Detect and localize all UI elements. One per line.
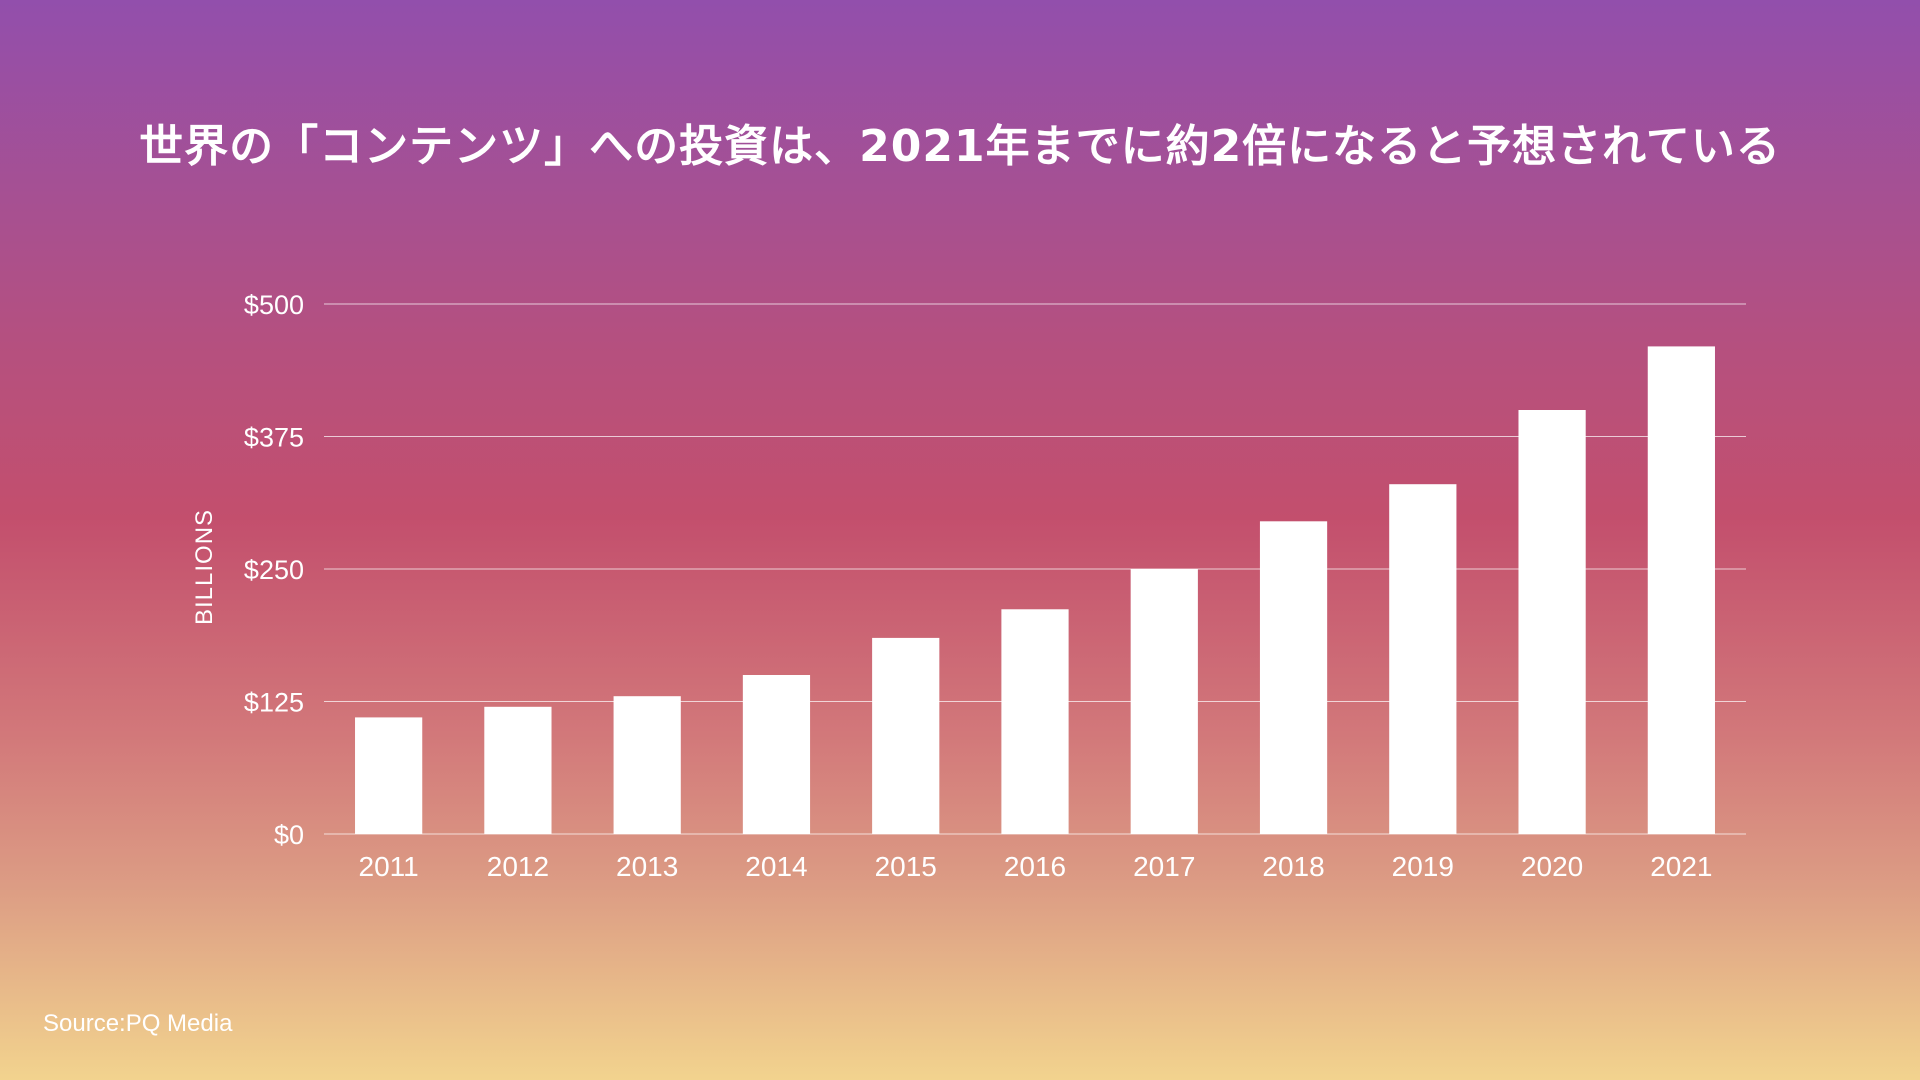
x-tick-label: 2014	[745, 851, 807, 882]
y-tick-label: $0	[274, 820, 304, 850]
bar-2015	[872, 637, 940, 834]
bar-2016	[1001, 609, 1069, 834]
y-tick-label: $375	[244, 423, 304, 453]
x-tick-label: 2021	[1650, 851, 1712, 882]
y-tick-label: $500	[244, 290, 304, 320]
bar-2017	[1130, 569, 1198, 834]
x-tick-label: 2017	[1133, 851, 1195, 882]
bar-2018	[1259, 521, 1328, 834]
bar-2011	[355, 717, 423, 834]
x-tick-label: 2012	[487, 851, 549, 882]
y-tick-label: $250	[244, 555, 304, 585]
x-axis-ticks: 2011 2012 2013 2014 2015 2016 2017 2018 2019 2020…	[359, 851, 1713, 882]
bar-2014	[742, 675, 811, 834]
x-tick-label: 2019	[1392, 851, 1454, 882]
bar-2019	[1389, 484, 1457, 834]
x-tick-label: 2013	[616, 851, 678, 882]
y-axis-label: BILLIONS	[191, 509, 218, 625]
bar-2020	[1518, 410, 1586, 834]
y-axis-ticks: $0 $125 $250 $375 $500	[244, 290, 304, 850]
x-tick-label: 2018	[1262, 851, 1324, 882]
x-tick-label: 2020	[1521, 851, 1583, 882]
y-tick-label: $125	[244, 688, 304, 718]
x-tick-label: 2016	[1004, 851, 1066, 882]
x-tick-label: 2015	[875, 851, 937, 882]
bar-2021	[1647, 346, 1715, 834]
bar-2012	[484, 706, 552, 834]
chart-title: 世界の「コンテンツ」への投資は、2021年までに約2倍になると予想されている	[139, 121, 1781, 172]
x-tick-label: 2011	[359, 851, 419, 882]
source-note: Source:PQ Media	[43, 1010, 233, 1037]
bar-2013	[613, 696, 681, 834]
bars	[355, 346, 1715, 834]
